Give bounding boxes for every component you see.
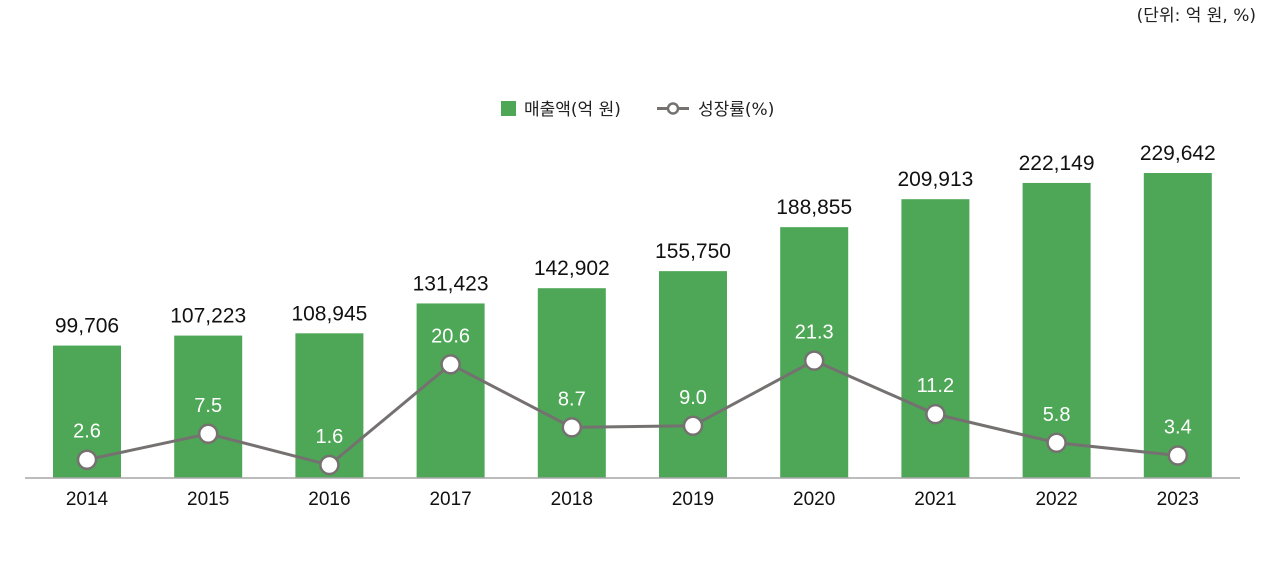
legend-marker-growth xyxy=(666,102,680,115)
bar-label-2022: 222,149 xyxy=(1019,152,1095,175)
bar-label-2020: 188,855 xyxy=(776,196,852,219)
rate-label-2020: 21.3 xyxy=(795,322,834,344)
x-tick-2018: 2018 xyxy=(551,489,593,510)
x-tick-2020: 2020 xyxy=(793,489,835,510)
rate-label-2017: 20.6 xyxy=(431,325,470,347)
rate-marker-2015 xyxy=(197,423,219,444)
bar-label-2019: 155,750 xyxy=(655,240,731,263)
sales-bars xyxy=(53,173,1212,479)
x-tick-2021: 2021 xyxy=(914,489,956,510)
bar-2016 xyxy=(295,333,364,478)
legend-item-growth: 성장률(%) xyxy=(657,100,774,120)
rate-label-2015: 7.5 xyxy=(194,395,222,417)
legend-label-sales: 매출액(억 원) xyxy=(524,100,621,120)
rate-label-2014: 2.6 xyxy=(73,421,101,443)
sales-labels: 99,706 107,223 108,945 131,423 142,902 155,75… xyxy=(55,142,1216,338)
rate-marker-2017 xyxy=(440,354,461,375)
rate-marker-2016 xyxy=(319,454,340,476)
x-tick-2014: 2014 xyxy=(66,489,109,510)
x-tick-2017: 2017 xyxy=(429,489,471,510)
bar-2017 xyxy=(416,303,485,478)
unit-note: (단위: 억 원, %) xyxy=(1137,6,1256,26)
growth-rate-markers xyxy=(76,350,1189,476)
rate-label-2016: 1.6 xyxy=(315,426,343,448)
x-tick-2016: 2016 xyxy=(308,489,350,510)
rate-marker-2023 xyxy=(1167,445,1189,466)
rate-marker-2019 xyxy=(682,415,704,437)
bar-2019 xyxy=(659,271,727,478)
rate-marker-2021 xyxy=(925,403,946,425)
legend-item-sales: 매출액(억 원) xyxy=(501,100,621,120)
growth-rate-line xyxy=(86,358,1178,467)
x-tick-2022: 2022 xyxy=(1035,489,1077,510)
bar-2022 xyxy=(1022,182,1091,479)
bar-label-2017: 131,423 xyxy=(413,272,489,295)
bar-label-2015: 107,223 xyxy=(170,305,246,328)
rate-label-2019: 9.0 xyxy=(679,387,707,409)
bar-label-2023: 229,642 xyxy=(1140,142,1216,165)
bar-2015 xyxy=(174,335,243,478)
legend: 매출액(억 원) 성장률(%) xyxy=(501,100,774,120)
bar-2023 xyxy=(1143,173,1212,478)
bar-label-2014: 99,706 xyxy=(55,315,119,338)
rate-marker-2022 xyxy=(1046,432,1067,454)
x-tick-2015: 2015 xyxy=(187,489,229,510)
x-tick-2019: 2019 xyxy=(672,489,714,510)
legend-swatch-sales xyxy=(501,101,516,116)
legend-label-growth: 성장률(%) xyxy=(698,100,774,120)
rate-label-2023: 3.4 xyxy=(1164,416,1192,438)
rate-marker-2020 xyxy=(803,350,825,371)
rate-marker-2018 xyxy=(561,417,583,438)
rate-label-2022: 5.8 xyxy=(1043,404,1071,426)
bar-label-2021: 209,913 xyxy=(897,168,973,191)
rate-label-2021: 11.2 xyxy=(917,375,954,397)
growth-rate-labels: 2.6 7.5 1.6 20.6 8.7 9.0 21.3 11.2 5.8 3.4 xyxy=(73,322,1192,448)
rate-marker-2014 xyxy=(76,449,98,470)
bar-label-2016: 108,945 xyxy=(291,302,367,325)
bar-2018 xyxy=(537,288,606,478)
x-tick-2023: 2023 xyxy=(1157,489,1199,510)
bar-2021 xyxy=(901,199,970,478)
rate-label-2018: 8.7 xyxy=(558,388,586,410)
bar-label-2018: 142,902 xyxy=(534,257,610,280)
x-tick-labels: 2014 2015 2016 2017 2018 2019 2020 2021 2022 2023 xyxy=(66,489,1199,510)
